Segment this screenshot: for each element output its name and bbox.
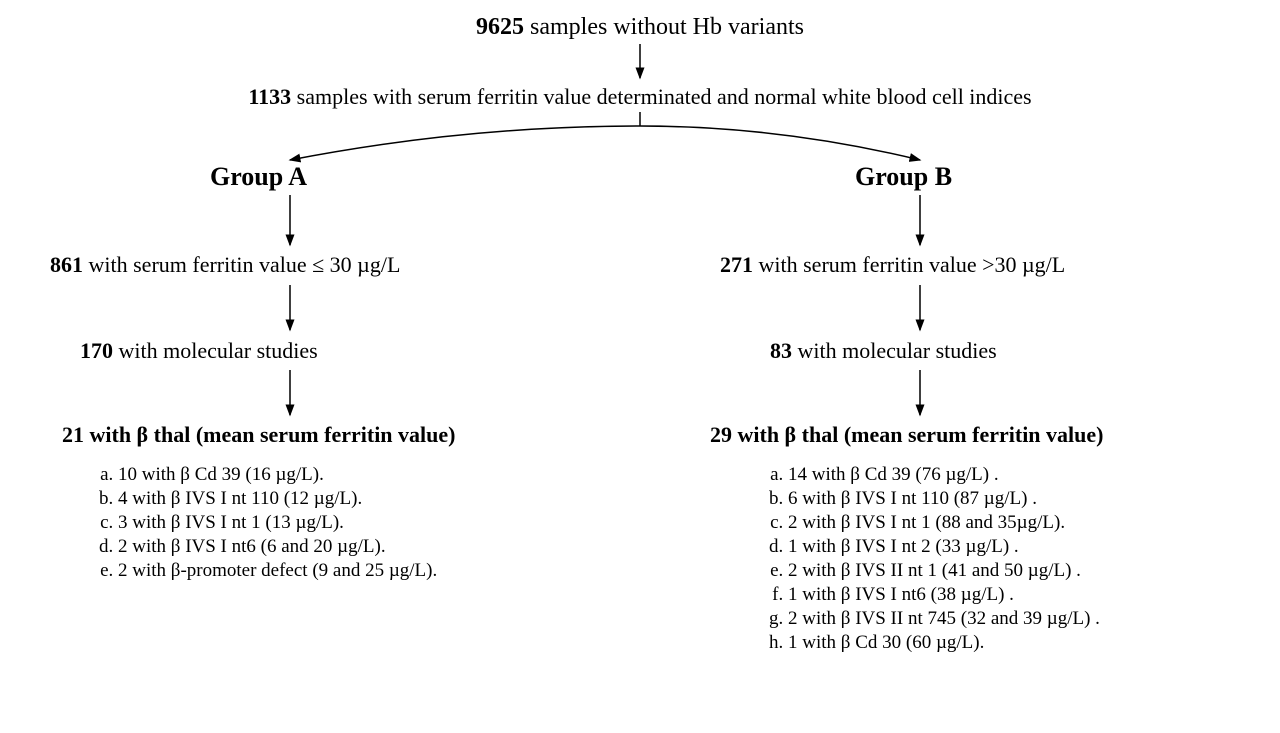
- top-node: 9625 samples without Hb variants: [0, 14, 1280, 41]
- group-b-molecular: 83 with molecular studies: [770, 338, 997, 364]
- group-a-thal-text: with β thal (mean serum ferritin value): [84, 422, 455, 447]
- mutation-item: 10 with β Cd 39 (16 µg/L).: [118, 464, 437, 486]
- group-b-ferritin: 271 with serum ferritin value >30 µg/L: [720, 252, 1065, 278]
- group-b-thal-text: with β thal (mean serum ferritin value): [732, 422, 1103, 447]
- sub-count: 1133: [248, 84, 291, 109]
- group-a-thal: 21 with β thal (mean serum ferritin valu…: [62, 422, 455, 448]
- mutation-item: 1 with β Cd 30 (60 µg/L).: [788, 632, 1100, 654]
- group-a-thal-count: 21: [62, 422, 84, 447]
- group-b-thal-count: 29: [710, 422, 732, 447]
- group-b-ferritin-count: 271: [720, 252, 753, 277]
- mutation-item: 2 with β IVS I nt 1 (88 and 35µg/L).: [788, 512, 1100, 534]
- group-a-title: Group A: [210, 162, 307, 192]
- mutation-item: 2 with β IVS II nt 745 (32 and 39 µg/L) …: [788, 608, 1100, 630]
- group-b-thal: 29 with β thal (mean serum ferritin valu…: [710, 422, 1103, 448]
- mutation-item: 3 with β IVS I nt 1 (13 µg/L).: [118, 512, 437, 534]
- mutation-item: 6 with β IVS I nt 110 (87 µg/L) .: [788, 488, 1100, 510]
- sub-text: samples with serum ferritin value determ…: [291, 84, 1031, 109]
- sub-node: 1133 samples with serum ferritin value d…: [0, 84, 1280, 110]
- top-text: samples without Hb variants: [524, 14, 804, 40]
- flowchart-canvas: 9625 samples without Hb variants 1133 sa…: [0, 0, 1280, 733]
- mutation-item: 2 with β IVS II nt 1 (41 and 50 µg/L) .: [788, 560, 1100, 582]
- group-b-molecular-count: 83: [770, 338, 792, 363]
- group-a-mutations: 10 with β Cd 39 (16 µg/L).4 with β IVS I…: [90, 462, 437, 584]
- group-a-molecular: 170 with molecular studies: [80, 338, 318, 364]
- group-a-ferritin: 861 with serum ferritin value ≤ 30 µg/L: [50, 252, 400, 278]
- mutation-item: 4 with β IVS I nt 110 (12 µg/L).: [118, 488, 437, 510]
- group-b-ferritin-text: with serum ferritin value >30 µg/L: [753, 252, 1065, 277]
- mutation-item: 1 with β IVS I nt6 (38 µg/L) .: [788, 584, 1100, 606]
- mutation-item: 14 with β Cd 39 (76 µg/L) .: [788, 464, 1100, 486]
- mutation-item: 2 with β-promoter defect (9 and 25 µg/L)…: [118, 560, 437, 582]
- group-b-mutations: 14 with β Cd 39 (76 µg/L) .6 with β IVS …: [760, 462, 1100, 656]
- top-count: 9625: [476, 14, 524, 40]
- mutation-item: 1 with β IVS I nt 2 (33 µg/L) .: [788, 536, 1100, 558]
- group-a-molecular-text: with molecular studies: [113, 338, 318, 363]
- mutation-item: 2 with β IVS I nt6 (6 and 20 µg/L).: [118, 536, 437, 558]
- group-b-title: Group B: [855, 162, 952, 192]
- group-a-ferritin-count: 861: [50, 252, 83, 277]
- group-a-ferritin-text: with serum ferritin value ≤ 30 µg/L: [83, 252, 400, 277]
- group-a-molecular-count: 170: [80, 338, 113, 363]
- group-b-molecular-text: with molecular studies: [792, 338, 997, 363]
